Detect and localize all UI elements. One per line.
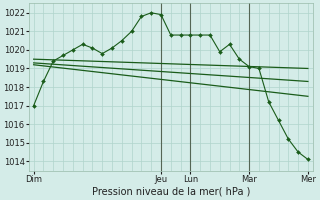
X-axis label: Pression niveau de la mer( hPa ): Pression niveau de la mer( hPa ) (92, 187, 250, 197)
